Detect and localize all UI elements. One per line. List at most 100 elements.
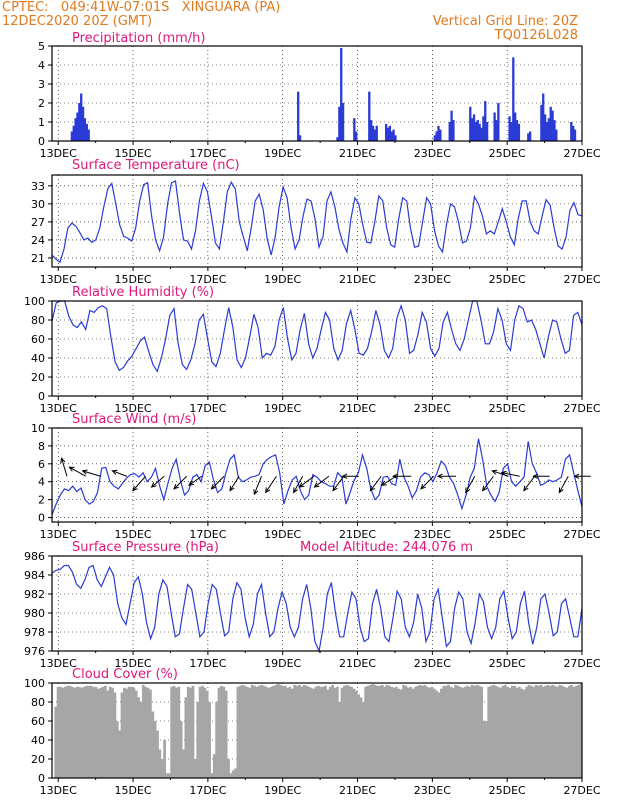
cloud-bar	[167, 773, 171, 778]
cloud-panel: Cloud Cover (%) 0 20 40 60 80 100 13DEC 15DEC 17D…	[24, 667, 601, 797]
wind-arrow	[370, 475, 382, 491]
cloud-bar	[89, 685, 93, 778]
cloud-bar	[80, 687, 84, 778]
cloud-bar	[125, 688, 129, 778]
cloud-bar	[59, 686, 62, 778]
cloud-bar	[300, 686, 304, 778]
cloud-bar	[544, 685, 547, 778]
cloud-bar	[144, 686, 148, 778]
rh-line	[51, 300, 583, 373]
cloud-bar	[227, 759, 230, 778]
y-tick-label: 0	[38, 390, 45, 403]
wind-arrow-head	[532, 473, 539, 479]
cloud-bar	[466, 685, 469, 778]
cloud-bar	[153, 721, 157, 778]
cloud-bar	[480, 686, 484, 778]
cloud-bar	[248, 687, 252, 778]
cloud-bar	[191, 685, 195, 778]
x-tick-label: 27DEC	[563, 402, 600, 415]
x-tick-label: 19DEC	[264, 528, 301, 541]
y-tick-label: 20	[31, 753, 45, 766]
x-tick-label: 27DEC	[563, 784, 600, 797]
cloud-bar	[151, 711, 155, 778]
cloud-bar	[184, 697, 188, 778]
wind-arrow-head	[500, 470, 507, 477]
cloud-bar	[198, 686, 202, 778]
wind-arrow-head	[523, 485, 529, 492]
y-tick-label: 1	[38, 116, 45, 129]
precip-bar	[386, 127, 390, 141]
cloud-bar	[395, 686, 398, 778]
cloud-bar	[193, 759, 197, 778]
x-tick-label: 25DEC	[489, 147, 526, 160]
precip-bar	[371, 125, 375, 141]
cloud-bar	[219, 685, 223, 778]
cloud-bar	[302, 684, 306, 778]
cloud-bar	[463, 686, 467, 778]
y-tick-label: 100	[24, 295, 45, 308]
cloud-bar	[319, 686, 323, 778]
wind-arrow-head	[173, 483, 179, 490]
cloud-bar	[255, 686, 259, 778]
cloud-bar	[309, 687, 313, 778]
cloud-bar	[295, 685, 299, 778]
precip-bar	[543, 114, 547, 141]
cloud-bar	[328, 686, 332, 778]
cloud-bar	[357, 694, 360, 778]
cloud-bar	[61, 687, 65, 778]
cloud-bar	[477, 685, 481, 778]
cloud-bar	[511, 685, 514, 778]
cloud-bar	[331, 684, 334, 778]
cloud-bar	[458, 686, 462, 778]
rh-panel: Relative Humidity (%) 0 20 40 60 80 100 13DEC 15…	[24, 285, 601, 415]
cloud-bar	[66, 685, 69, 778]
y-tick-label: 982	[24, 588, 45, 601]
cloud-bar	[499, 687, 502, 778]
precip-bar	[515, 120, 519, 141]
cloud-bar	[359, 697, 363, 778]
cloud-bar	[281, 685, 285, 778]
x-tick-label: 17DEC	[189, 402, 226, 415]
wind-arrow	[112, 470, 127, 477]
y-tick-label: 60	[31, 715, 45, 728]
cloud-bar	[186, 686, 190, 778]
precip-bar	[76, 112, 79, 141]
cloud-bar	[484, 721, 488, 778]
cloud-bar	[56, 686, 60, 778]
cloud-bar	[522, 689, 526, 778]
cloud-bar	[73, 687, 77, 778]
cloud-bar	[78, 686, 81, 778]
wind-arrow	[265, 475, 277, 493]
cloud-bar	[115, 721, 119, 778]
temp-panel: Surface Temperature (nC) 21 24 27 30 33 13DEC 1…	[31, 158, 601, 286]
station-header: CPTEC: 049:41W-07:01S XINGUARA (PA)	[2, 0, 281, 15]
cloud-bar	[120, 692, 124, 778]
y-tick-label: 978	[24, 626, 45, 639]
precip-bar	[514, 112, 517, 141]
cloud-bar	[520, 688, 524, 778]
precip-panel: Precipitation (mm/h) 0 1 2 3 4 5 13DEC 15DEC 17DE…	[38, 31, 601, 160]
wind-arrow	[188, 475, 202, 486]
cloud-bar	[574, 685, 578, 778]
cloud-bar	[201, 685, 204, 778]
cloud-bar	[307, 686, 311, 778]
cloud-bar	[570, 684, 573, 778]
precip-bar	[474, 122, 478, 141]
wind-arrow	[332, 475, 345, 491]
precip-bar	[572, 125, 575, 141]
y-tick-label: 0	[38, 772, 45, 785]
x-tick-label: 15DEC	[115, 657, 152, 670]
cloud-bar	[546, 684, 550, 778]
precip-bar	[517, 123, 521, 141]
cloud-bar	[565, 687, 569, 778]
vertical-grid-note: Vertical Grid Line: 20Z	[432, 14, 578, 29]
wind-arrow-head	[210, 483, 217, 490]
x-tick-label: 23DEC	[414, 402, 451, 415]
panel-frame	[51, 300, 583, 397]
precip-bar	[390, 131, 393, 141]
wind-arrow	[229, 475, 240, 491]
cloud-bar	[444, 685, 448, 778]
precip-bar	[373, 129, 377, 141]
x-tick-label: 19DEC	[264, 657, 301, 670]
cloud-bar	[111, 687, 114, 778]
